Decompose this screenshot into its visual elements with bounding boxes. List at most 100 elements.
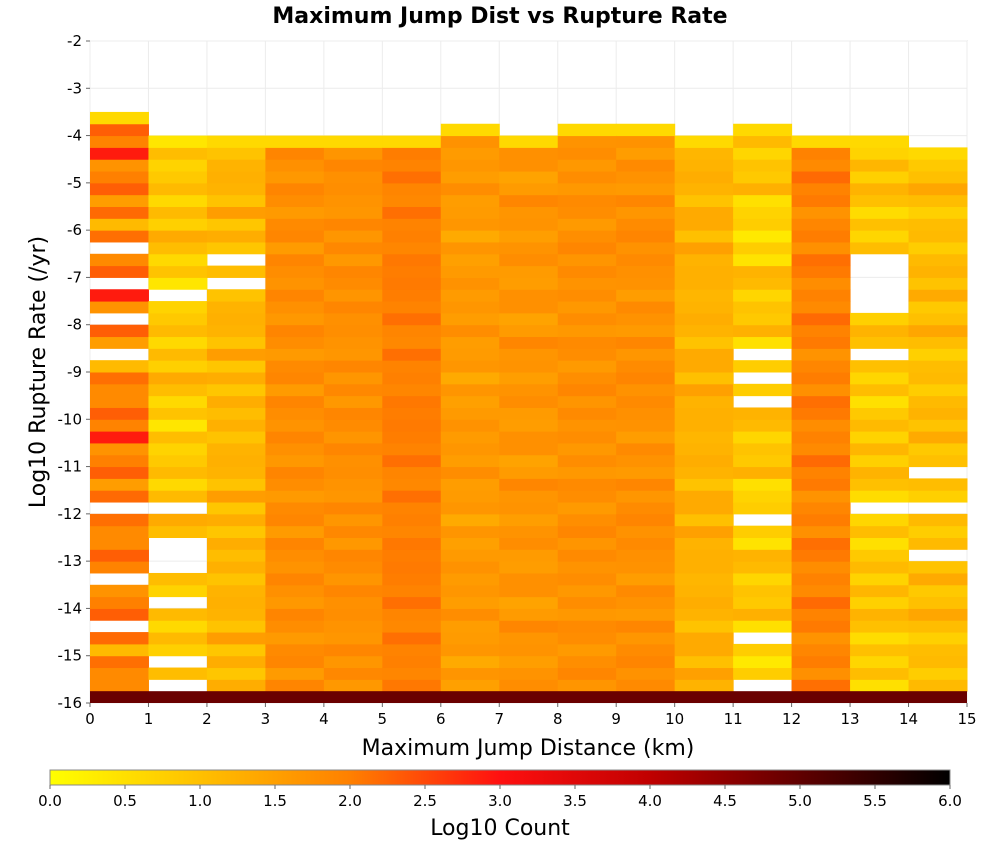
y-tick-label: -3 bbox=[67, 79, 82, 97]
heatmap-cell bbox=[791, 218, 851, 231]
heatmap-cell bbox=[323, 265, 383, 278]
heatmap-cell bbox=[382, 561, 442, 574]
heatmap-cell bbox=[440, 596, 500, 609]
heatmap-cell bbox=[265, 513, 325, 527]
heatmap-cell bbox=[440, 466, 500, 479]
heatmap-cell bbox=[499, 147, 559, 160]
heatmap-cell bbox=[499, 348, 559, 361]
heatmap-cell bbox=[733, 135, 793, 148]
heatmap-cell bbox=[557, 632, 617, 645]
heatmap-cell bbox=[323, 442, 383, 456]
heatmap-cell bbox=[440, 159, 500, 172]
heatmap-cell bbox=[148, 230, 208, 243]
heatmap-cell bbox=[850, 206, 910, 219]
heatmap-cell bbox=[674, 608, 734, 621]
heatmap-cell bbox=[382, 667, 442, 680]
heatmap-cell bbox=[323, 608, 383, 621]
heatmap-cell bbox=[148, 431, 208, 444]
heatmap-cell bbox=[440, 253, 500, 267]
heatmap-cell bbox=[908, 525, 968, 538]
heatmap-cell bbox=[908, 608, 968, 621]
heatmap-cell bbox=[908, 360, 968, 373]
heatmap-cell bbox=[674, 632, 734, 645]
heatmap-cell bbox=[382, 253, 442, 267]
heatmap-cell bbox=[499, 655, 559, 669]
heatmap-cell bbox=[206, 265, 266, 278]
heatmap-cell bbox=[557, 584, 617, 598]
heatmap-cell bbox=[791, 490, 851, 503]
heatmap-cell bbox=[557, 561, 617, 574]
heatmap-cell bbox=[616, 372, 676, 385]
x-tick-label: 3 bbox=[261, 710, 271, 728]
colorbar-tick-label: 0.0 bbox=[38, 792, 62, 810]
heatmap-cell bbox=[850, 490, 910, 503]
heatmap-cell bbox=[382, 383, 442, 397]
heatmap-cell bbox=[323, 253, 383, 267]
heatmap-cell bbox=[557, 572, 617, 586]
heatmap-cell bbox=[733, 383, 793, 397]
colorbar-tick-label: 6.0 bbox=[938, 792, 962, 810]
heatmap-cell bbox=[323, 549, 383, 562]
colorbar-tick-label: 3.0 bbox=[488, 792, 512, 810]
heatmap-cell bbox=[733, 253, 793, 267]
heatmap-cell bbox=[557, 442, 617, 456]
x-tick-label: 5 bbox=[378, 710, 388, 728]
heatmap-cell bbox=[908, 643, 968, 657]
heatmap-cell bbox=[616, 383, 676, 397]
x-tick-label: 7 bbox=[494, 710, 504, 728]
heatmap-cell bbox=[674, 584, 734, 598]
colorbar-label: Log10 Count bbox=[430, 816, 570, 841]
heatmap-cell bbox=[499, 419, 559, 432]
heatmap-cell bbox=[90, 525, 149, 538]
heatmap-cell bbox=[908, 230, 968, 243]
heatmap-cell bbox=[206, 608, 266, 621]
heatmap-cell bbox=[90, 584, 149, 598]
heatmap-cell bbox=[674, 253, 734, 267]
x-axis-label: Maximum Jump Distance (km) bbox=[362, 736, 695, 761]
heatmap-cell bbox=[557, 525, 617, 538]
heatmap-cell bbox=[90, 194, 149, 207]
heatmap-cell bbox=[850, 667, 910, 680]
heatmap-cell bbox=[148, 147, 208, 160]
heatmap-cell bbox=[733, 419, 793, 432]
heatmap-cell bbox=[440, 360, 500, 373]
heatmap-cell bbox=[791, 383, 851, 397]
heatmap-cell bbox=[616, 679, 676, 692]
heatmap-cell bbox=[791, 608, 851, 621]
heatmap-cell bbox=[265, 360, 325, 373]
y-tick-label: -14 bbox=[58, 599, 83, 617]
heatmap-cell bbox=[148, 608, 208, 621]
heatmap-cell bbox=[265, 419, 325, 432]
heatmap-cell bbox=[382, 419, 442, 432]
heatmap-cell bbox=[557, 502, 617, 515]
heatmap-cell bbox=[850, 171, 910, 184]
heatmap-cell bbox=[674, 289, 734, 302]
heatmap-cell bbox=[791, 171, 851, 184]
heatmap-cell bbox=[616, 608, 676, 621]
heatmap-cell bbox=[206, 324, 266, 338]
heatmap-cell bbox=[557, 596, 617, 609]
heatmap-cell bbox=[382, 324, 442, 338]
heatmap-cell bbox=[674, 561, 734, 574]
heatmap-cell bbox=[499, 502, 559, 515]
heatmap-cell bbox=[557, 513, 617, 527]
heatmap-cell bbox=[440, 525, 500, 538]
y-tick-label: -2 bbox=[67, 32, 82, 50]
heatmap-cell bbox=[265, 324, 325, 338]
heatmap-cell bbox=[499, 336, 559, 349]
heatmap-cell bbox=[733, 431, 793, 444]
heatmap-cell bbox=[206, 182, 266, 196]
heatmap-cell bbox=[908, 431, 968, 444]
heatmap-cell bbox=[206, 336, 266, 349]
heatmap-cell bbox=[323, 277, 383, 290]
heatmap-cell bbox=[499, 301, 559, 314]
heatmap-cell bbox=[265, 336, 325, 349]
heatmap-cell bbox=[440, 277, 500, 290]
heatmap-cell bbox=[674, 490, 734, 503]
heatmap-cell bbox=[440, 289, 500, 302]
heatmap-cell bbox=[382, 372, 442, 385]
heatmap-cell bbox=[382, 490, 442, 503]
heatmap-cell bbox=[148, 360, 208, 373]
heatmap-cell bbox=[557, 466, 617, 479]
heatmap-cell bbox=[206, 632, 266, 645]
